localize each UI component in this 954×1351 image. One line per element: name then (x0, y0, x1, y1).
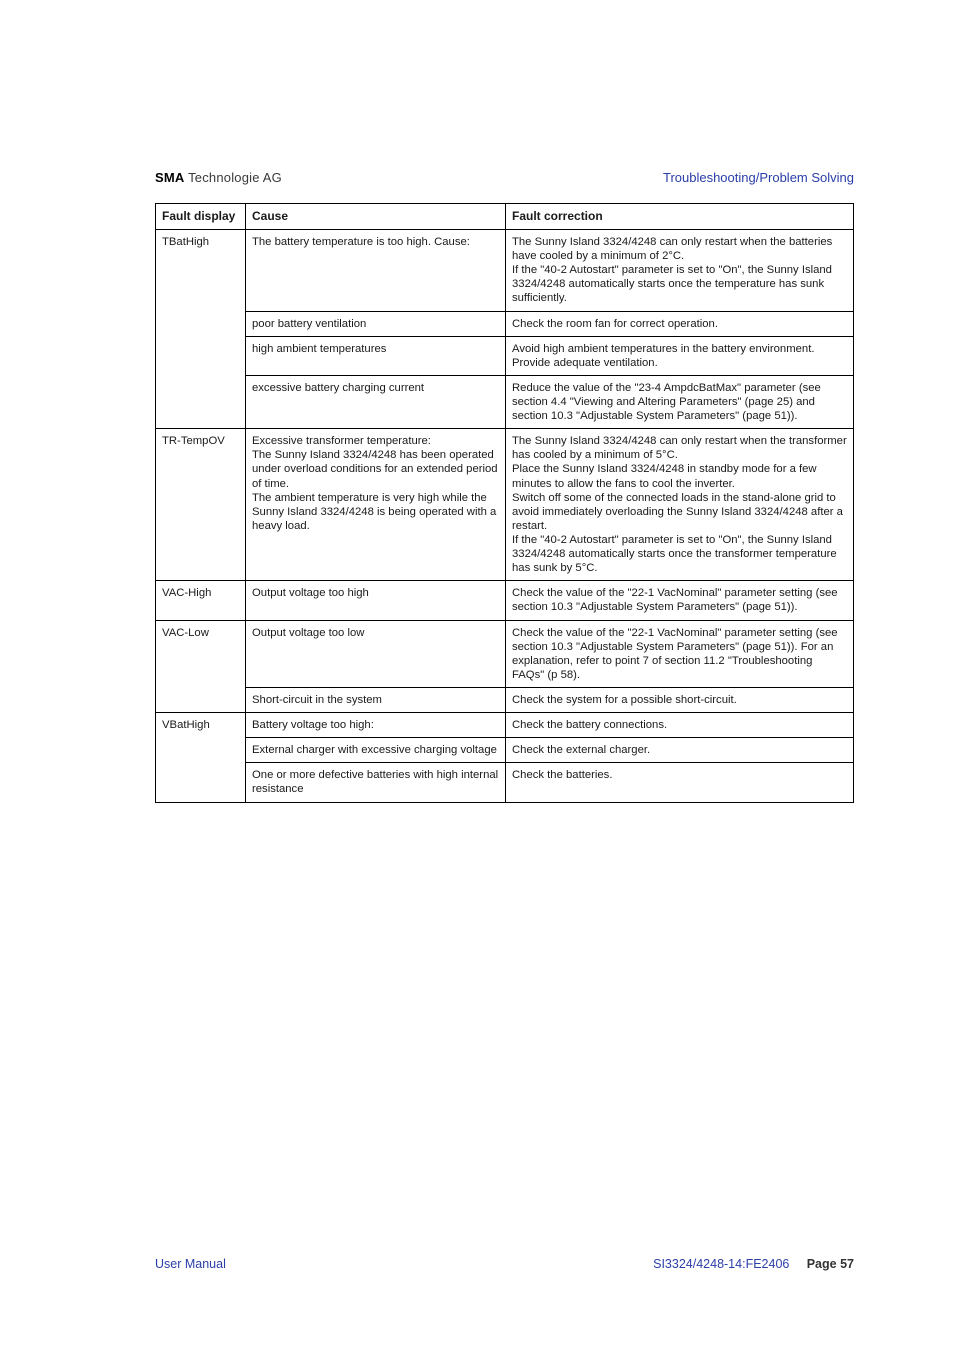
page-header: SMA Technologie AG Troubleshooting/Probl… (155, 170, 854, 185)
footer-page-number: 57 (840, 1257, 854, 1271)
table-row: excessive battery charging currentReduce… (156, 375, 854, 428)
cell-fault-display: VAC-High (156, 581, 246, 620)
header-company: Technologie AG (185, 170, 282, 185)
cell-fault-correction: Check the room fan for correct operation… (506, 311, 854, 336)
cell-fault-correction: Reduce the value of the "23-4 AmpdcBatMa… (506, 375, 854, 428)
table-row: TBatHighThe battery temperature is too h… (156, 230, 854, 312)
table-row: TR-TempOVExcessive transformer temperatu… (156, 429, 854, 581)
cell-fault-correction: Check the battery connections. (506, 713, 854, 738)
cell-cause: excessive battery charging current (246, 375, 506, 428)
cell-fault-correction: The Sunny Island 3324/4248 can only rest… (506, 230, 854, 312)
col-header-cause: Cause (246, 204, 506, 230)
fault-table-body: TBatHighThe battery temperature is too h… (156, 230, 854, 803)
footer-doc-code: SI3324/4248-14:FE2406 (653, 1257, 789, 1271)
table-row: Short-circuit in the systemCheck the sys… (156, 687, 854, 712)
cell-cause: The battery temperature is too high. Cau… (246, 230, 506, 312)
fault-table: Fault display Cause Fault correction TBa… (155, 203, 854, 803)
cell-fault-correction: Check the external charger. (506, 738, 854, 763)
cell-cause: Output voltage too high (246, 581, 506, 620)
col-header-fault-correction: Fault correction (506, 204, 854, 230)
cell-cause: Short-circuit in the system (246, 687, 506, 712)
page-footer: User Manual SI3324/4248-14:FE2406 Page 5… (155, 1217, 854, 1271)
cell-cause: Battery voltage too high: (246, 713, 506, 738)
table-row: high ambient temperaturesAvoid high ambi… (156, 336, 854, 375)
cell-fault-correction: Check the system for a possible short-ci… (506, 687, 854, 712)
cell-fault-display: TBatHigh (156, 230, 246, 429)
cell-cause: Excessive transformer temperature:The Su… (246, 429, 506, 581)
table-row: One or more defective batteries with hig… (156, 763, 854, 802)
footer-right: SI3324/4248-14:FE2406 Page 57 (653, 1257, 854, 1271)
cell-fault-display: TR-TempOV (156, 429, 246, 581)
cell-cause: One or more defective batteries with hig… (246, 763, 506, 802)
table-row: VAC-HighOutput voltage too highCheck the… (156, 581, 854, 620)
table-row: poor battery ventilationCheck the room f… (156, 311, 854, 336)
footer-page-label: Page (807, 1257, 837, 1271)
cell-fault-display: VBatHigh (156, 713, 246, 802)
table-row: External charger with excessive charging… (156, 738, 854, 763)
cell-cause: Output voltage too low (246, 620, 506, 687)
cell-fault-correction: The Sunny Island 3324/4248 can only rest… (506, 429, 854, 581)
header-left: SMA Technologie AG (155, 170, 282, 185)
cell-fault-correction: Check the batteries. (506, 763, 854, 802)
cell-fault-correction: Check the value of the "22-1 VacNominal"… (506, 620, 854, 687)
cell-fault-correction: Avoid high ambient temperatures in the b… (506, 336, 854, 375)
table-row: VBatHighBattery voltage too high:Check t… (156, 713, 854, 738)
cell-cause: poor battery ventilation (246, 311, 506, 336)
cell-fault-display: VAC-Low (156, 620, 246, 713)
cell-fault-correction: Check the value of the "22-1 VacNominal"… (506, 581, 854, 620)
cell-cause: External charger with excessive charging… (246, 738, 506, 763)
cell-cause: high ambient temperatures (246, 336, 506, 375)
table-row: VAC-LowOutput voltage too lowCheck the v… (156, 620, 854, 687)
col-header-fault-display: Fault display (156, 204, 246, 230)
table-header-row: Fault display Cause Fault correction (156, 204, 854, 230)
header-section-title: Troubleshooting/Problem Solving (663, 170, 854, 185)
header-brand: SMA (155, 170, 185, 185)
footer-doc-type: User Manual (155, 1257, 226, 1271)
